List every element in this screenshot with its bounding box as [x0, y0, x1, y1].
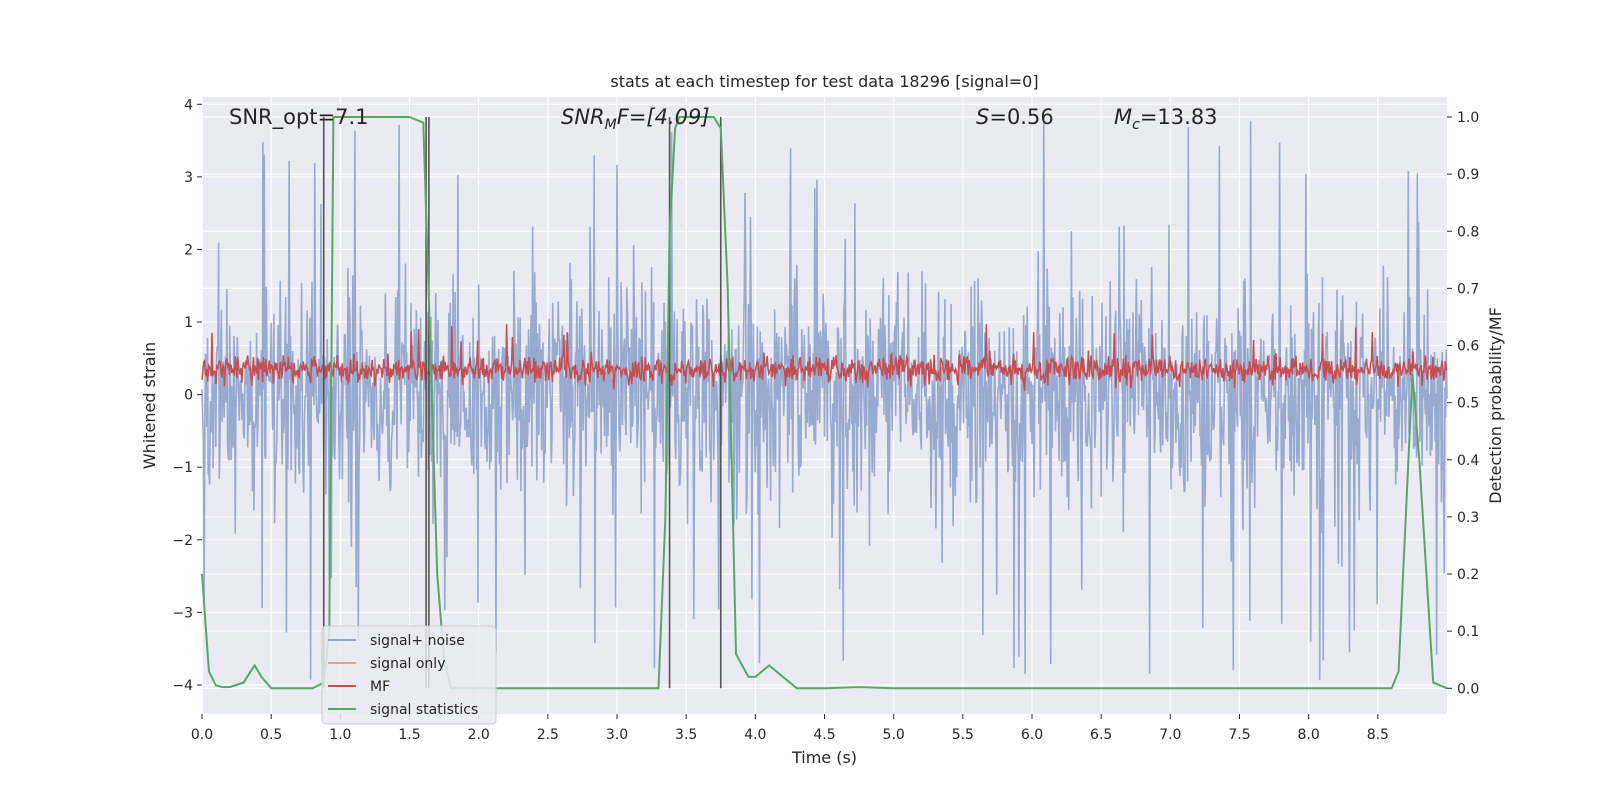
x-tick-label: 2.0 [468, 727, 490, 743]
legend-label: signal statistics [370, 702, 478, 718]
left-y-tick-label: −1 [172, 460, 193, 476]
right-y-tick-label: 0.8 [1457, 224, 1479, 240]
x-tick-label: 5.5 [952, 727, 974, 743]
annotation-mc: Mc=13.83 [1114, 105, 1218, 133]
x-tick-label: 1.0 [329, 727, 351, 743]
x-tick-label: 6.0 [1021, 727, 1043, 743]
mf-series [201, 324, 1448, 392]
left-y-tick-label: 2 [184, 242, 193, 258]
legend: signal+ noise signal only MF signal statist… [321, 625, 497, 725]
x-tick-label: 2.5 [537, 727, 559, 743]
x-tick-label: 8.0 [1298, 727, 1320, 743]
legend-box [321, 625, 497, 725]
signal-statistics-line [201, 116, 1448, 690]
vertical-markers [322, 116, 722, 689]
right-y-tick-label: 0.3 [1457, 510, 1479, 526]
legend-label: signal only [370, 656, 445, 672]
x-tick-label: 8.5 [1367, 727, 1389, 743]
x-tick-label: 5.0 [883, 727, 905, 743]
right-y-axis-title: Detection probability/MF [1486, 307, 1505, 504]
left-y-tick-label: −2 [172, 533, 193, 549]
axis-ticks: 0.0 0.5 1.0 1.5 2.0 2.5 3.0 3.5 4.0 4.5 5.0 5.5 6.0 6… [172, 97, 1479, 743]
right-y-tick-label: 0.7 [1457, 281, 1479, 297]
x-tick-label: 7.0 [1159, 727, 1181, 743]
annotation-s: S=0.56 [976, 105, 1054, 129]
x-tick-label: 1.5 [398, 727, 420, 743]
x-tick-label: 4.0 [744, 727, 766, 743]
legend-label: signal+ noise [370, 633, 465, 649]
left-y-tick-label: 3 [184, 170, 193, 186]
x-tick-label: 7.5 [1228, 727, 1250, 743]
left-y-tick-label: −3 [172, 605, 193, 621]
right-y-tick-label: 0.5 [1457, 396, 1479, 412]
left-y-tick-label: −4 [172, 678, 193, 694]
left-y-tick-label: 1 [184, 315, 193, 331]
x-axis-title: Time (s) [791, 748, 857, 767]
right-y-tick-label: 0.1 [1457, 624, 1479, 640]
x-tick-label: 3.5 [675, 727, 697, 743]
right-y-tick-label: 0.6 [1457, 339, 1479, 355]
x-tick-label: 0.5 [260, 727, 282, 743]
x-tick-label: 4.5 [813, 727, 835, 743]
legend-label: MF [370, 679, 390, 695]
left-y-tick-label: 0 [184, 388, 193, 404]
mf-line [201, 324, 1448, 392]
x-tick-label: 6.5 [1090, 727, 1112, 743]
right-y-tick-label: 0.9 [1457, 167, 1479, 183]
annotation-snr-mf: SNRMF=[4.09] [561, 105, 710, 133]
x-tick-label: 0.0 [191, 727, 213, 743]
right-y-tick-label: 0.0 [1457, 681, 1479, 697]
x-tick-label: 3.0 [606, 727, 628, 743]
right-y-tick-label: 0.2 [1457, 567, 1479, 583]
right-y-tick-label: 0.4 [1457, 453, 1479, 469]
right-y-tick-label: 1.0 [1457, 110, 1479, 126]
signal-statistics-series [201, 116, 1448, 690]
left-y-axis-title: Whitened strain [140, 342, 159, 469]
chart-title: stats at each timestep for test data 182… [610, 72, 1038, 91]
annotation-snr-opt: SNR_opt=7.1 [229, 105, 369, 130]
left-y-tick-label: 4 [184, 97, 193, 113]
